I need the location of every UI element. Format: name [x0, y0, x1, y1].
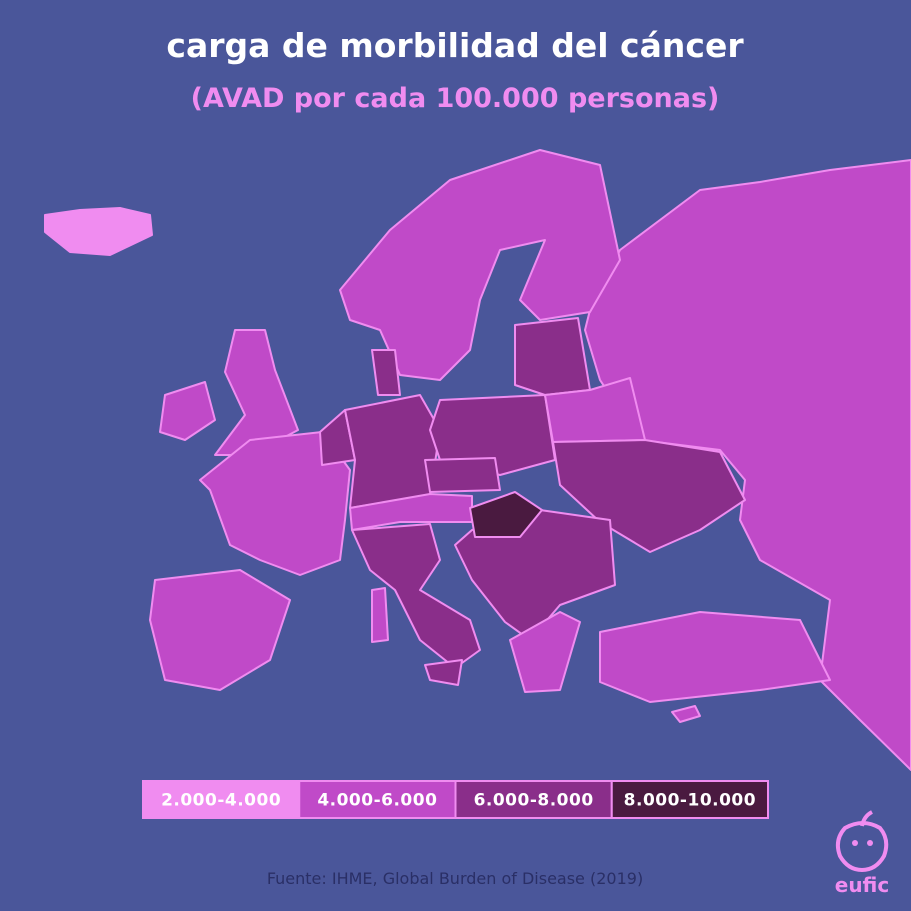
ukraine — [552, 439, 746, 553]
legend-swatch — [610, 780, 769, 819]
ireland — [159, 381, 216, 441]
denmark — [371, 349, 401, 396]
legend-label: 8.000-10.000 — [624, 791, 756, 811]
logo-text: eufic — [835, 873, 889, 897]
source: Fuente: IHME, Global Burden of Disease (… — [267, 869, 643, 888]
legend-swatch — [142, 780, 301, 819]
logo: eufic — [835, 810, 889, 897]
legend-label: 4.000-6.000 — [317, 791, 437, 811]
logo-icon — [835, 821, 889, 873]
map — [44, 149, 911, 771]
belarus — [544, 377, 646, 443]
logo-eye — [867, 840, 873, 846]
iberia — [149, 569, 291, 691]
legend-label: 2.000-4.000 — [161, 791, 281, 811]
turkey — [599, 611, 831, 703]
hungary — [469, 491, 543, 538]
legend-swatch — [454, 780, 613, 819]
iceland — [44, 207, 153, 256]
cyprus — [671, 705, 701, 723]
czechia — [424, 457, 501, 493]
logo-stem — [860, 810, 873, 827]
corsica-sardinia — [371, 587, 389, 643]
legend-label: 6.000-8.000 — [474, 791, 594, 811]
germany — [344, 394, 441, 509]
title: carga de morbilidad del cáncer — [166, 26, 744, 65]
sicily — [424, 659, 463, 686]
greece — [509, 611, 581, 693]
baltics — [514, 317, 591, 396]
italy — [351, 523, 481, 669]
subtitle: (AVAD por cada 100.000 personas) — [191, 83, 720, 114]
logo-eye — [852, 840, 858, 846]
legend: 2.000-4.000 4.000-6.000 6.000-8.000 8.000-1… — [142, 780, 769, 819]
